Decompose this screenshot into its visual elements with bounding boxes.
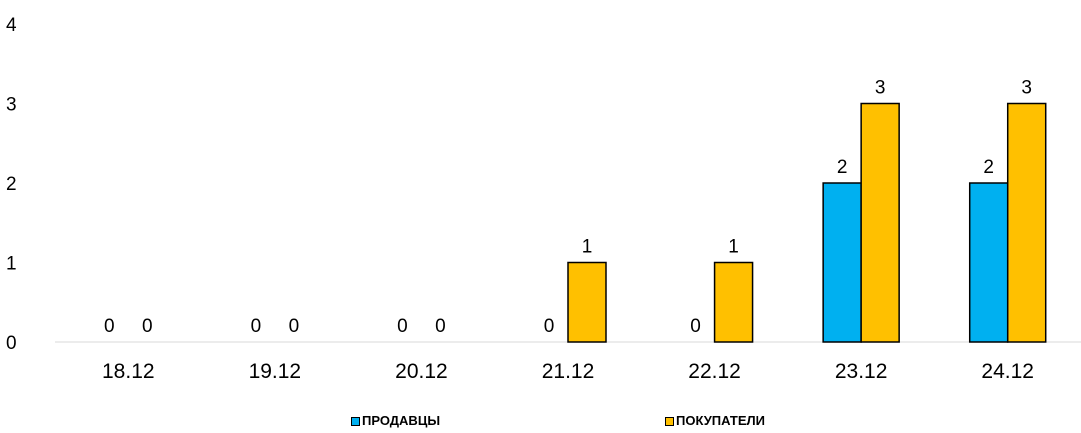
y-tick-label: 0: [6, 333, 17, 354]
y-tick-label: 1: [6, 254, 17, 275]
legend-label-buyers: ПОКУПАТЕЛИ: [676, 413, 765, 428]
x-tick-label: 24.12: [981, 360, 1034, 383]
data-label-sellers: 0: [690, 316, 701, 337]
data-label-sellers: 2: [983, 157, 994, 178]
data-label-sellers: 0: [104, 316, 115, 337]
legend-label-sellers: ПРОДАВЦЫ: [362, 413, 441, 428]
data-label-sellers: 0: [251, 316, 262, 337]
bar-buyers: [713, 261, 754, 343]
x-tick-label: 20.12: [395, 360, 448, 383]
data-label-buyers: 3: [1021, 78, 1032, 99]
legend-swatch-sellers: [351, 416, 360, 426]
legend-item-sellers: ПРОДАВЦЫ: [351, 414, 440, 428]
data-label-sellers: 0: [397, 316, 408, 337]
bar-buyers: [567, 261, 607, 343]
legend-swatch-buyers: [665, 416, 674, 426]
bar-buyers: [860, 102, 900, 343]
bar-sellers: [968, 182, 1009, 343]
data-label-buyers: 0: [435, 316, 446, 337]
bar-buyers: [1006, 102, 1047, 343]
data-label-buyers: 0: [289, 316, 300, 337]
data-label-buyers: 0: [142, 316, 153, 337]
y-tick-label: 2: [6, 174, 17, 195]
x-tick-label: 19.12: [249, 360, 302, 383]
data-label-buyers: 1: [582, 237, 593, 258]
legend-item-buyers: ПОКУПАТЕЛИ: [665, 414, 765, 428]
y-tick-label: 4: [6, 15, 17, 36]
chart-legend: ПРОДАВЦЫ ПОКУПАТЕЛИ: [0, 414, 1081, 428]
x-tick-label: 18.12: [102, 360, 155, 383]
data-label-sellers: 2: [837, 157, 848, 178]
x-tick-label: 22.12: [688, 360, 741, 383]
data-label-buyers: 1: [728, 237, 739, 258]
bar-sellers: [822, 182, 862, 343]
x-tick-label: 21.12: [542, 360, 595, 383]
data-label-sellers: 0: [544, 316, 555, 337]
y-tick-label: 3: [6, 95, 17, 116]
data-label-buyers: 3: [875, 78, 886, 99]
x-tick-label: 23.12: [835, 360, 888, 383]
